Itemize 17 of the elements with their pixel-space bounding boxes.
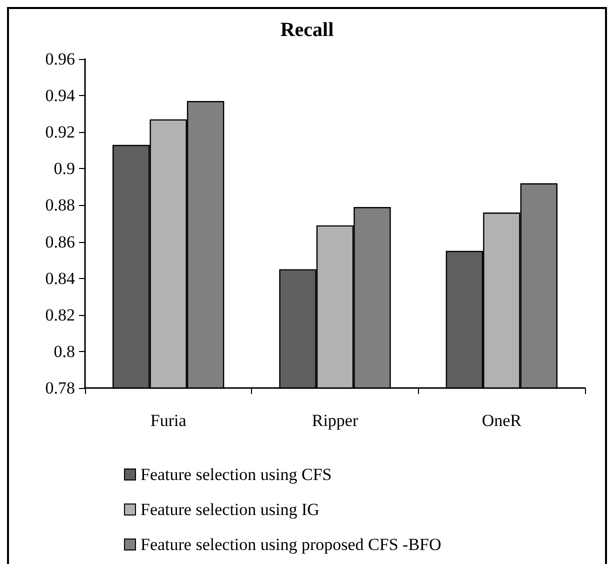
y-tick-label: 0.82 (45, 305, 75, 324)
y-tick-label: 0.92 (45, 122, 75, 142)
x-tick-label: Furia (150, 411, 187, 430)
y-tick-label: 0.94 (45, 86, 76, 106)
y-tick-label: 0.8 (54, 342, 75, 361)
y-tick-label: 0.88 (45, 196, 75, 215)
x-tick-label: Ripper (312, 411, 358, 430)
y-tick-label: 0.84 (45, 268, 76, 288)
y-tick-label: 0.86 (45, 232, 75, 252)
y-tick-label: 0.96 (45, 50, 75, 68)
y-tick-label: 0.78 (45, 378, 75, 398)
legend-label: Feature selection using IG (140, 500, 320, 519)
y-tick-label: 0.9 (54, 159, 75, 178)
x-tick-label: OneR (482, 411, 522, 430)
chart-title: Recall (280, 19, 334, 41)
legend-label: Feature selection using CFS (140, 465, 332, 484)
legend-label: Feature selection using proposed CFS -BFO (140, 535, 442, 554)
